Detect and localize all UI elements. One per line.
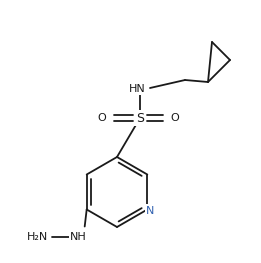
Text: O: O: [98, 113, 106, 123]
Text: NH: NH: [70, 231, 87, 241]
Text: H₂N: H₂N: [27, 231, 48, 241]
Text: HN: HN: [129, 84, 145, 94]
Text: S: S: [136, 112, 144, 124]
Text: N: N: [146, 205, 155, 215]
Text: O: O: [171, 113, 179, 123]
